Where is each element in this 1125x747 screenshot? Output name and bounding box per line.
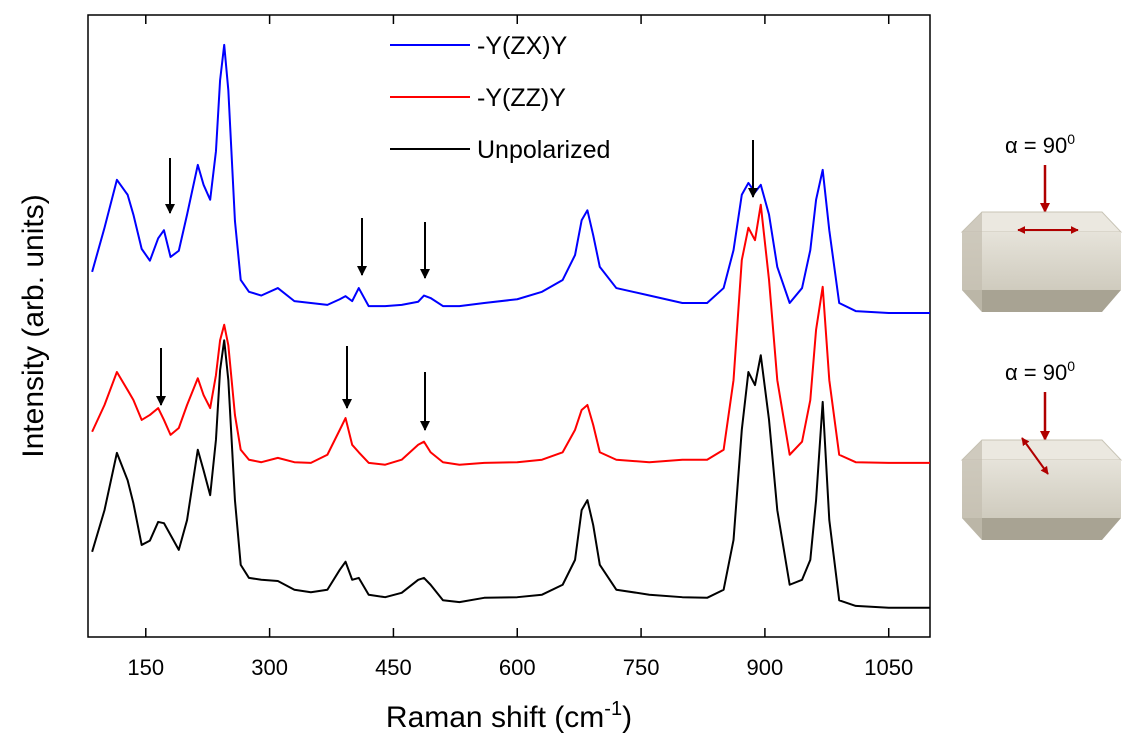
crystal-top bbox=[960, 439, 1123, 461]
x-tick-label: 450 bbox=[375, 655, 412, 680]
inset: α = 900 bbox=[960, 131, 1123, 312]
inset-label-text: α = 90 bbox=[1005, 133, 1067, 158]
legend: -Y(ZX)Y -Y(ZZ)Y Unpolarized bbox=[390, 32, 610, 164]
x-axis-label: Raman shift (cm-1) bbox=[386, 698, 632, 734]
x-tick-label: 900 bbox=[747, 655, 784, 680]
inset-label: α = 900 bbox=[1005, 131, 1075, 158]
inset-label-sup: 0 bbox=[1067, 131, 1075, 147]
crystal-end bbox=[962, 440, 982, 540]
x-axis-label-text: Raman shift (cm bbox=[386, 701, 604, 734]
peak-arrows bbox=[156, 140, 758, 431]
legend-label: Unpolarized bbox=[477, 136, 610, 164]
plot-frame bbox=[87, 14, 931, 638]
crystal-face bbox=[962, 232, 1121, 290]
spectrum-line bbox=[91, 43, 930, 314]
inset-label: α = 900 bbox=[1005, 358, 1075, 385]
inset-label-sup: 0 bbox=[1067, 358, 1075, 374]
crystal-end bbox=[962, 212, 982, 312]
crystal-bottom bbox=[962, 518, 1121, 540]
inset-label-text: α = 90 bbox=[1005, 360, 1067, 385]
inset: α = 900 bbox=[960, 358, 1123, 540]
x-tick-label: 600 bbox=[499, 655, 536, 680]
spectrum-line bbox=[91, 203, 930, 466]
x-axis-label-sup: -1 bbox=[604, 698, 622, 720]
x-tick-label: 1050 bbox=[864, 655, 913, 680]
x-tick-label: 300 bbox=[251, 655, 288, 680]
crystal-face bbox=[962, 460, 1121, 518]
spectrum-line bbox=[91, 339, 930, 609]
legend-label: -Y(ZX)Y bbox=[477, 32, 568, 60]
x-tick-label: 750 bbox=[623, 655, 660, 680]
crystal-bottom bbox=[962, 290, 1121, 312]
legend-label: -Y(ZZ)Y bbox=[477, 84, 566, 112]
polarization-arrow bbox=[1021, 437, 1049, 475]
plot-area bbox=[91, 15, 930, 637]
x-tick-label: 150 bbox=[127, 655, 164, 680]
x-axis-label-close: ) bbox=[622, 701, 632, 734]
y-axis-label: Intensity (arb. units) bbox=[17, 194, 50, 457]
